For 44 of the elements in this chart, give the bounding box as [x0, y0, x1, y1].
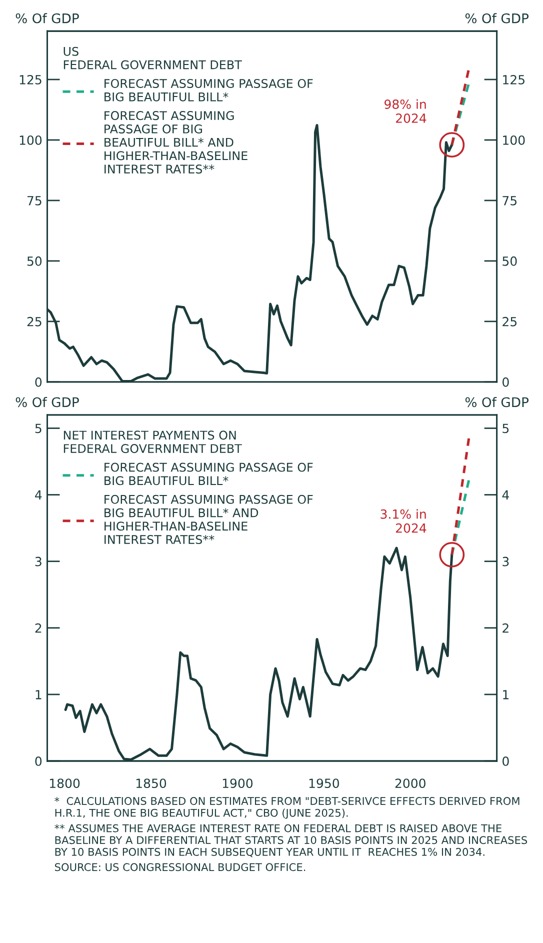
x-tick-label: 1900: [222, 778, 253, 788]
y2-tick-label: 75: [502, 196, 517, 206]
y2-tick-label: 4: [502, 490, 509, 500]
x-tick-label: 1950: [309, 778, 339, 788]
y-axis-title: % Of GDP: [16, 13, 79, 24]
y-tick-label: 25: [27, 316, 42, 326]
y2-tick-label: 50: [502, 256, 517, 266]
y2-axis-title: % Of GDP: [465, 396, 529, 408]
y-tick-label: 50: [27, 256, 42, 266]
legend-label: FORECAST ASSUMING PASSAGE OF BIG BEAUTIFUL BILL*: [104, 462, 313, 486]
y-tick-label: 100: [20, 135, 42, 145]
legend-label: FORECAST ASSUMING PASSAGE OF BIG BEAUTIFUL BILL*: [104, 78, 313, 102]
y2-tick-label: 100: [503, 135, 525, 145]
legend-label: FORECAST ASSUMING PASSAGE OF BIG BEAUTIFUL BILL* AND HIGHER-THAN-BASELINE INTEREST RATES**: [104, 111, 248, 174]
y-tick-label: 2: [35, 623, 42, 633]
annotation: 98% in 2024: [384, 99, 426, 123]
y-tick-label: 0: [35, 756, 42, 766]
y-tick-label: 0: [35, 377, 42, 387]
source-note: SOURCE: US CONGRESSIONAL BUDGET OFFICE.: [54, 863, 306, 872]
y-tick-label: 75: [28, 196, 42, 206]
y2-tick-label: 2: [502, 623, 508, 633]
x-tick-label: 2000: [395, 778, 426, 788]
legend-title: NET INTEREST PAYMENTS ON FEDERAL GOVERNMENT DEBT: [64, 430, 242, 454]
x-tick-label: 1800: [50, 778, 80, 788]
y-axis-title: % Of GDP: [16, 396, 79, 408]
y-tick-label: 5: [35, 424, 42, 434]
y-tick-label: 4: [35, 490, 42, 500]
y2-tick-label: 5: [502, 424, 509, 434]
x-tick-label: 1850: [136, 778, 166, 788]
y-tick-label: 1: [36, 690, 42, 700]
y2-tick-label: 0: [502, 756, 509, 766]
text: * CALCULATIONS BASED ON ESTIMATES FROM "DEBT-SERIVCE EFFECTS DERIVED FROM H.R.1, THE ONE BIG BEAUTIFUL ACT," CBO (JUNE 2025).: [54, 797, 520, 819]
y2-tick-label: 0: [502, 377, 509, 387]
legend-title: US FEDERAL GOVERNMENT DEBT: [64, 46, 242, 70]
annotation: 3.1% in 2024: [380, 509, 426, 533]
y2-tick-label: 125: [503, 74, 524, 84]
legend-label: FORECAST ASSUMING PASSAGE OF BIG BEAUTIFUL BILL* AND HIGHER-THAN-BASELINE INTEREST RATES**: [104, 494, 313, 544]
y2-tick-label: 3: [502, 556, 509, 566]
y2-axis-title: % Of GDP: [465, 13, 529, 24]
y-tick-label: 3: [35, 556, 42, 566]
y2-tick-label: 1: [503, 690, 509, 700]
text: ** ASSUMES THE AVERAGE INTEREST RATE ON FEDERAL DEBT IS RAISED ABOVE THE BASELINE BY A DIFFERENTIAL THAT STARTS AT 10 BASIS POINTS IN 2025 AND INCREASES BY 10 BASIS POINTS IN EACH SUBSEQUENT YEAR UNTIL IT REACHES 1% IN 2034.: [54, 824, 528, 858]
y-tick-label: 125: [20, 74, 42, 84]
y2-tick-label: 25: [502, 316, 517, 326]
